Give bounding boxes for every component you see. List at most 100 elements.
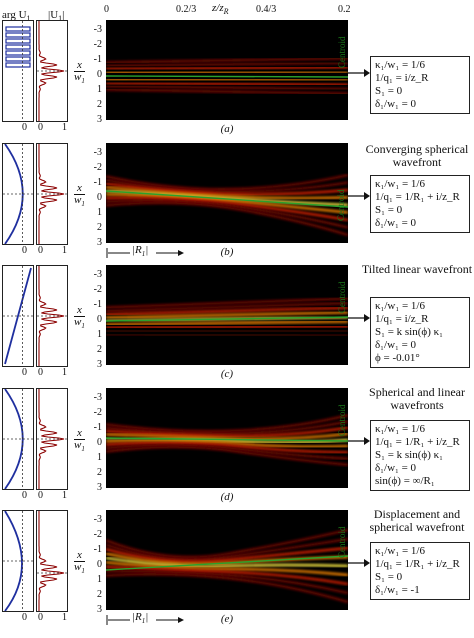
- y-tick-label: 3: [97, 482, 102, 493]
- y-tick-label: -2: [93, 39, 102, 50]
- y-label-top: x: [76, 59, 82, 71]
- r1-end: |: [145, 611, 149, 623]
- y-tick-label: 3: [97, 114, 102, 125]
- y-tick-label: 1: [97, 574, 102, 585]
- equation-line: 1/q₁ = i/z_R: [375, 72, 429, 84]
- arrow-icon: [348, 555, 370, 567]
- arg-axis-zero: 0: [22, 122, 27, 133]
- panel-caption: (c): [220, 368, 234, 380]
- equation-line: 1/q₁ = 1/R₁ + i/z_R: [375, 436, 460, 448]
- equation-line: κ₁/w₁ = 1/6: [375, 178, 425, 190]
- y-axis-label: x w1: [74, 428, 85, 455]
- y-tick-label: -3: [93, 392, 102, 403]
- panel-title: Tilted linear wavefront: [361, 262, 473, 276]
- phase-plot: [2, 143, 34, 245]
- equation-line: S₁ = 0: [375, 85, 403, 97]
- parameter-box: κ₁/w₁ = 1/6 1/q₁ = 1/R₁ + i/z_R S₁ = 0 δ₁/w…: [370, 175, 470, 233]
- y-tick-label: -2: [93, 162, 102, 173]
- centroid-label: Centroid: [337, 404, 347, 437]
- y-axis-label: x w1: [74, 183, 85, 210]
- y-tick-label: 2: [97, 589, 102, 600]
- abs-axis-zero: 0: [38, 367, 43, 378]
- beam-heatmap: [106, 510, 348, 610]
- y-tick-label: -1: [93, 422, 102, 433]
- phase-plot: [2, 510, 34, 612]
- equation-line: sin(ϕ) = ∞/R₁: [375, 475, 435, 487]
- y-label-top: x: [76, 182, 82, 194]
- y-tick-label: 0: [97, 437, 102, 448]
- y-tick-label: -1: [93, 54, 102, 65]
- equation-line: S₁ = k sin(ϕ) κ₁: [375, 449, 443, 461]
- equation-line: κ₁/w₁ = 1/6: [375, 545, 425, 557]
- arrow-icon: [348, 65, 370, 77]
- y-tick-label: 2: [97, 222, 102, 233]
- y-tick-label: 1: [97, 207, 102, 218]
- abs-axis-one: 1: [62, 490, 67, 501]
- y-label-sub: 1: [81, 322, 85, 331]
- y-label-sub: 1: [81, 445, 85, 454]
- y-label-top: x: [76, 427, 82, 439]
- equation-line: 1/q₁ = 1/R₁ + i/z_R: [375, 191, 460, 203]
- y-tick-label: -3: [93, 24, 102, 35]
- y-label-bottom: w: [74, 194, 82, 206]
- y-tick-label: 3: [97, 237, 102, 248]
- beam-heatmap: [106, 143, 348, 243]
- equation-line: δ₁/w₁ = 0: [375, 339, 417, 351]
- arrow-icon: [348, 433, 370, 445]
- abs-axis-one: 1: [62, 245, 67, 256]
- y-tick-label: 0: [97, 192, 102, 203]
- y-tick-label: 1: [97, 452, 102, 463]
- y-tick-label: -1: [93, 299, 102, 310]
- y-tick-label: 0: [97, 69, 102, 80]
- panel-title: Displacement and spherical wavefront: [369, 507, 465, 534]
- y-tick-label: 2: [97, 344, 102, 355]
- equation-line: S₁ = k sin(ϕ) κ₁: [375, 326, 443, 338]
- arg-axis-zero: 0: [22, 490, 27, 501]
- intensity-plot: [36, 265, 68, 367]
- equation-line: δ₁/w₁ = 0: [375, 98, 417, 110]
- equation-line: δ₁/w₁ = -1: [375, 584, 420, 596]
- y-tick-label: 3: [97, 604, 102, 615]
- y-label-bottom: w: [74, 316, 82, 328]
- panel-caption: (a): [220, 123, 234, 135]
- beam-heatmap: [106, 265, 348, 365]
- arg-axis-zero: 0: [22, 612, 27, 623]
- y-tick-label: -2: [93, 407, 102, 418]
- equation-line: κ₁/w₁ = 1/6: [375, 423, 425, 435]
- intensity-plot: [36, 20, 68, 122]
- y-label-bottom: w: [74, 439, 82, 451]
- abs-axis-zero: 0: [38, 122, 43, 133]
- phase-plot: [2, 265, 34, 367]
- equation-line: S₁ = 0: [375, 571, 403, 583]
- beam-heatmap: [106, 388, 348, 488]
- z-axis-label: z/zR: [212, 2, 229, 17]
- equation-line: κ₁/w₁ = 1/6: [375, 59, 425, 71]
- y-label-top: x: [76, 549, 82, 561]
- z-tick-0: 0: [104, 4, 109, 15]
- abs-axis-zero: 0: [38, 612, 43, 623]
- equation-line: δ₁/w₁ = 0: [375, 462, 417, 474]
- abs-axis-zero: 0: [38, 245, 43, 256]
- panel-caption: (d): [220, 491, 234, 503]
- equation-line: δ₁/w₁ = 0: [375, 217, 417, 229]
- y-tick-label: -1: [93, 544, 102, 555]
- intensity-plot: [36, 143, 68, 245]
- parameter-box: κ₁/w₁ = 1/6 1/q₁ = 1/R₁ + i/z_R S₁ = 0 δ₁/w…: [370, 542, 470, 600]
- equation-line: 1/q₁ = 1/R₁ + i/z_R: [375, 558, 460, 570]
- y-tick-label: 3: [97, 359, 102, 370]
- z-tick-3: 0.2: [338, 4, 351, 15]
- parameter-box: κ₁/w₁ = 1/6 1/q₁ = i/z_R S₁ = k sin(ϕ) κ₁ δ…: [370, 297, 470, 368]
- y-label-bottom: w: [74, 561, 82, 573]
- arrow-icon: [348, 310, 370, 322]
- y-tick-label: 0: [97, 314, 102, 325]
- y-tick-label: -2: [93, 529, 102, 540]
- equation-line: κ₁/w₁ = 1/6: [375, 300, 425, 312]
- r1-end: |: [145, 244, 149, 256]
- parameter-box: κ₁/w₁ = 1/6 1/q₁ = 1/R₁ + i/z_R S₁ = k sin…: [370, 420, 470, 491]
- abs-axis-one: 1: [62, 612, 67, 623]
- y-tick-label: 0: [97, 559, 102, 570]
- arg-axis-zero: 0: [22, 367, 27, 378]
- y-tick-label: 2: [97, 99, 102, 110]
- panel-caption: (b): [220, 246, 234, 258]
- centroid-label: Centroid: [337, 526, 347, 559]
